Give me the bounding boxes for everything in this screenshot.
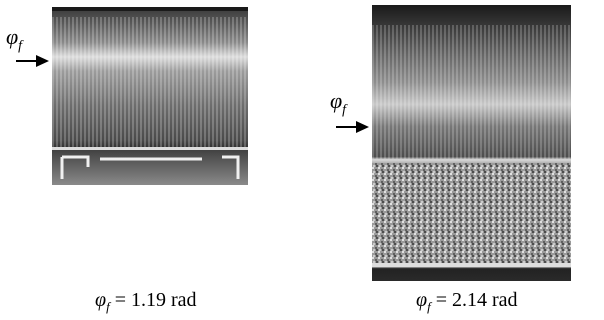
micrograph-right <box>372 5 571 281</box>
phi-f-label-right: φf <box>330 88 347 118</box>
arrow-right-icon <box>336 121 369 133</box>
micrograph-left <box>52 7 248 185</box>
arrow-right-icon <box>16 55 49 67</box>
caption-left: φf = 1.19 rad <box>95 289 197 314</box>
caption-right: φf = 2.14 rad <box>416 289 518 314</box>
phi-f-label-left: φf <box>6 24 23 54</box>
